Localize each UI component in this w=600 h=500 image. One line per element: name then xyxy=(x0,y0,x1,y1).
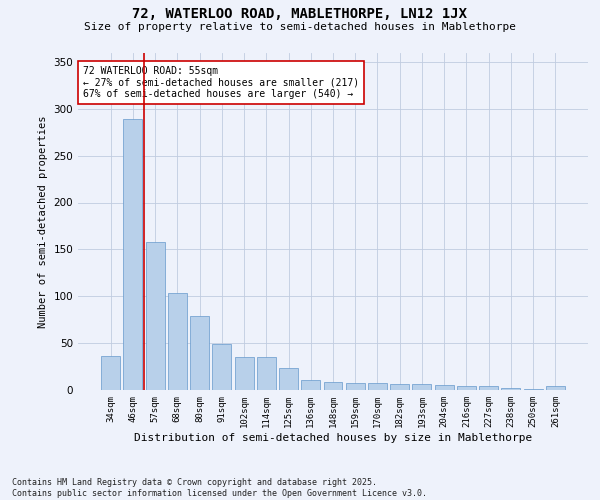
Bar xyxy=(212,344,231,390)
Bar xyxy=(546,386,565,390)
Bar xyxy=(368,384,387,390)
Bar xyxy=(168,294,187,390)
Text: Size of property relative to semi-detached houses in Mablethorpe: Size of property relative to semi-detach… xyxy=(84,22,516,32)
Bar xyxy=(257,357,276,390)
Bar xyxy=(390,384,409,390)
Bar xyxy=(146,242,164,390)
Bar xyxy=(190,316,209,390)
Bar xyxy=(479,386,498,390)
Bar xyxy=(346,384,365,390)
Bar xyxy=(524,389,542,390)
Bar xyxy=(435,386,454,390)
X-axis label: Distribution of semi-detached houses by size in Mablethorpe: Distribution of semi-detached houses by … xyxy=(134,432,532,442)
Bar xyxy=(412,384,431,390)
Bar xyxy=(323,382,343,390)
Y-axis label: Number of semi-detached properties: Number of semi-detached properties xyxy=(38,115,48,328)
Bar xyxy=(235,357,254,390)
Bar xyxy=(301,380,320,390)
Bar xyxy=(124,119,142,390)
Text: Contains HM Land Registry data © Crown copyright and database right 2025.
Contai: Contains HM Land Registry data © Crown c… xyxy=(12,478,427,498)
Bar xyxy=(279,368,298,390)
Bar xyxy=(457,386,476,390)
Text: 72 WATERLOO ROAD: 55sqm
← 27% of semi-detached houses are smaller (217)
67% of s: 72 WATERLOO ROAD: 55sqm ← 27% of semi-de… xyxy=(83,66,359,99)
Bar xyxy=(101,356,120,390)
Text: 72, WATERLOO ROAD, MABLETHORPE, LN12 1JX: 72, WATERLOO ROAD, MABLETHORPE, LN12 1JX xyxy=(133,8,467,22)
Bar xyxy=(502,388,520,390)
